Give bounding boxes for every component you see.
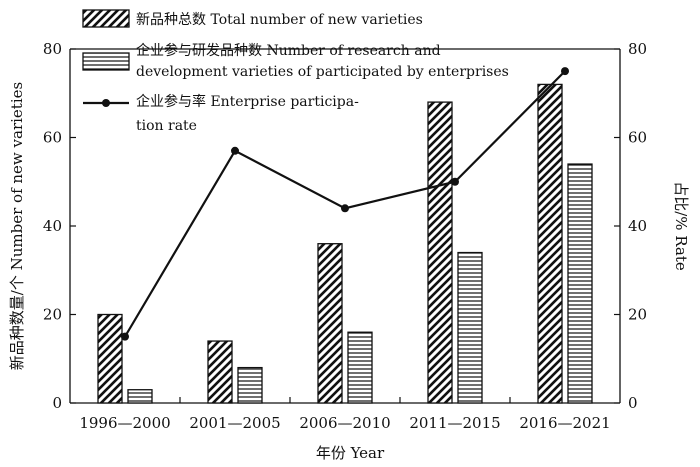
legend-swatch-participation-rate-marker [102,99,110,107]
legend-label-total-varieties: 新品种总数 Total number of new varieties [136,12,423,28]
y-tick-label-right: 0 [628,394,638,412]
bar-total-varieties [207,340,233,404]
participation-rate-point [451,177,459,186]
legend-label-enterprise-varieties-line1: 企业参与研发品种数 Number of research and [136,42,441,59]
x-tick-label: 2006—2010 [299,414,390,432]
y-tick-label-left: 20 [43,306,62,324]
x-tick-label: 2016—2021 [519,414,610,432]
bar-total-varieties [537,83,563,404]
legend-label-participation-rate-line1: 企业参与率 Enterprise participa- [136,93,359,110]
participation-rate-point [121,332,129,341]
x-tick-label: 2001—2005 [189,414,280,432]
legend: 新品种总数 Total number of new varieties 企业参与研… [82,9,509,134]
bar-total-varieties [317,243,343,404]
bar-enterprise-varieties [127,389,153,404]
legend-label-enterprise-varieties-line2: development varieties of participated by… [136,64,509,80]
participation-rate-point [341,204,349,213]
y-tick-label-right: 80 [628,40,647,58]
bar-enterprise-varieties [457,251,483,404]
bars-layer [97,83,593,404]
bar-enterprise-varieties [567,163,593,404]
y-tick-label-right: 60 [628,129,647,147]
y-tick-label-left: 80 [43,40,62,58]
y-tick-label-right: 20 [628,306,647,324]
bar-enterprise-varieties [237,366,263,404]
y-tick-label-left: 0 [52,394,62,412]
bar-total-varieties [97,313,123,404]
line-layer [121,67,569,341]
y-tick-label-left: 40 [43,217,62,235]
legend-swatch-enterprise-varieties [82,52,130,71]
y-tick-label-left: 60 [43,129,62,147]
x-tick-label: 1996—2000 [79,414,170,432]
legend-swatch-total-varieties [82,9,130,28]
y-tick-label-right: 40 [628,217,647,235]
y-axis-title-left: 新品种数量/个 Number of new varieties [8,82,26,370]
bar-total-varieties [427,101,453,404]
participation-rate-point [561,67,569,76]
x-tick-label: 2011—2015 [409,414,500,432]
participation-rate-point [231,146,239,155]
participation-rate-line [124,70,566,338]
legend-label-participation-rate-line2: tion rate [136,118,197,134]
bar-enterprise-varieties [347,331,373,404]
axes-layer: 0 20 40 60 80 0 20 40 60 80 1996—2000 2001—2005 2006… [43,40,647,432]
x-axis-title: 年份 Year [316,444,385,462]
y-axis-title-right: 占比/% Rate [672,181,690,271]
